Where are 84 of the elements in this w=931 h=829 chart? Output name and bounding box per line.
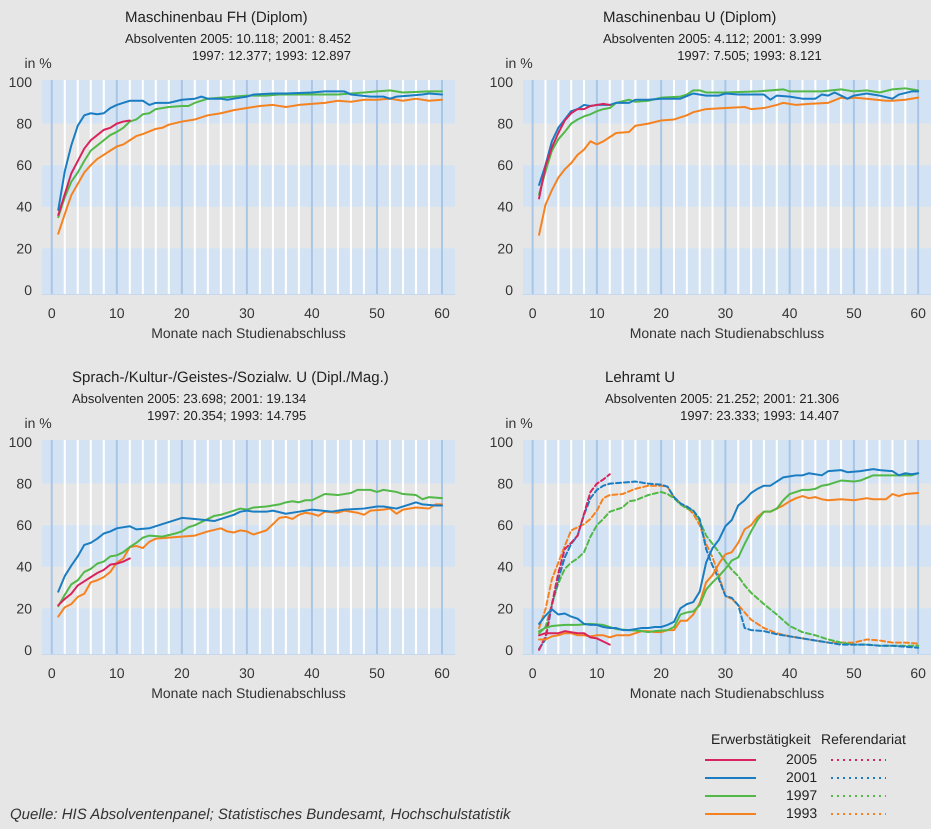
legend-title: Erwerbstätigkeit bbox=[711, 731, 811, 747]
y-tick-label: 80 bbox=[16, 476, 32, 492]
y-tick-label: 40 bbox=[497, 558, 514, 575]
x-tick-label: 60 bbox=[434, 665, 450, 681]
legend-label: 2005 bbox=[786, 751, 818, 767]
x-tick-label: 40 bbox=[782, 305, 798, 321]
x-tick-label: 0 bbox=[528, 305, 537, 321]
line-series bbox=[57, 557, 131, 606]
x-tick-label: 0 bbox=[48, 665, 56, 681]
x-axis-title: Monate nach Studienabschluss bbox=[630, 325, 824, 341]
x-axis-title: Monate nach Studienabschluss bbox=[151, 685, 346, 701]
y-tick-label: 100 bbox=[490, 434, 514, 450]
x-tick-label: 10 bbox=[109, 665, 125, 681]
legend-label: 1997 bbox=[786, 787, 818, 803]
chart-subtitle: Absolventen 2005: 23.698; 2001: 19.134 1997: 20.354; 1993: 14.795 bbox=[72, 391, 306, 423]
x-tick-label: 20 bbox=[174, 665, 190, 681]
x-tick-label: 20 bbox=[653, 665, 670, 681]
x-axis-title: Monate nach Studienabschluss bbox=[630, 685, 824, 701]
chart-title: Maschinenbau U (Diplom) bbox=[603, 9, 776, 26]
y-tick-label: 20 bbox=[16, 240, 32, 256]
y-tick-label: 80 bbox=[497, 476, 514, 492]
line-series bbox=[538, 473, 611, 651]
x-tick-label: 30 bbox=[239, 305, 255, 321]
y-tick-label: 40 bbox=[16, 558, 32, 575]
y-tick-label: 0 bbox=[24, 642, 32, 658]
chart-subtitle: Absolventen 2005: 10.118; 2001: 8.452 1997: 12.377; 1993: 12.897 bbox=[124, 31, 351, 63]
x-tick-label: 60 bbox=[910, 305, 926, 321]
y-tick-label: 40 bbox=[497, 198, 514, 215]
x-tick-label: 40 bbox=[304, 305, 320, 321]
x-tick-label: 40 bbox=[782, 665, 798, 681]
y-tick-label: 100 bbox=[8, 74, 32, 90]
x-tick-label: 60 bbox=[434, 305, 450, 321]
y-tick-label: 60 bbox=[497, 157, 514, 174]
x-tick-label: 50 bbox=[846, 665, 862, 681]
y-tick-label: 100 bbox=[490, 74, 514, 90]
y-tick-label: 80 bbox=[497, 116, 514, 132]
x-tick-label: 50 bbox=[846, 305, 862, 321]
x-axis-title: Monate nach Studienabschluss bbox=[151, 325, 346, 341]
x-tick-label: 10 bbox=[589, 305, 605, 321]
x-tick-label: 30 bbox=[718, 665, 734, 681]
line-series bbox=[57, 503, 443, 618]
x-tick-label: 0 bbox=[528, 665, 537, 681]
x-tick-label: 20 bbox=[653, 305, 670, 321]
y-axis-title: in % bbox=[24, 55, 52, 71]
line-series bbox=[57, 98, 443, 235]
y-tick-label: 0 bbox=[24, 282, 32, 298]
x-tick-label: 50 bbox=[369, 305, 385, 321]
chart-title: Maschinenbau FH (Diplom) bbox=[125, 9, 308, 26]
line-series bbox=[538, 96, 920, 236]
chart-subtitle: Absolventen 2005: 4.112; 2001: 3.999 1997: 7.505; 1993: 8.121 bbox=[602, 31, 822, 63]
x-tick-label: 30 bbox=[239, 665, 255, 681]
legend-label: 1993 bbox=[786, 805, 818, 821]
y-axis-title: in % bbox=[505, 415, 533, 431]
line-series bbox=[538, 102, 611, 200]
y-tick-label: 20 bbox=[16, 600, 32, 616]
x-tick-label: 10 bbox=[589, 665, 605, 681]
x-tick-label: 50 bbox=[369, 665, 385, 681]
y-tick-label: 80 bbox=[16, 116, 32, 132]
y-tick-label: 60 bbox=[16, 517, 32, 534]
x-tick-label: 0 bbox=[48, 305, 56, 321]
line-series bbox=[57, 488, 443, 608]
x-tick-label: 10 bbox=[109, 305, 125, 321]
chart-subtitle: Absolventen 2005: 21.252; 2001: 21.306 1997: 23.333; 1993: 14.407 bbox=[604, 391, 840, 423]
y-tick-label: 60 bbox=[16, 157, 32, 174]
y-tick-label: 60 bbox=[497, 517, 514, 534]
source-note: Quelle: HIS Absolventenpanel; Statistisches Bundesamt, Hochschulstatistik bbox=[10, 806, 512, 823]
y-tick-label: 20 bbox=[497, 240, 514, 256]
y-tick-label: 100 bbox=[8, 434, 32, 450]
x-tick-label: 30 bbox=[718, 305, 734, 321]
chart-title: Sprach-/Kultur-/Geistes-/Sozialw. U (Dipl./Mag.) bbox=[72, 369, 389, 386]
x-tick-label: 20 bbox=[174, 305, 190, 321]
x-tick-label: 40 bbox=[304, 665, 320, 681]
y-tick-label: 0 bbox=[505, 282, 514, 298]
line-series bbox=[57, 501, 443, 593]
text: Referendariat bbox=[821, 731, 906, 747]
y-tick-label: 0 bbox=[505, 642, 514, 658]
chart-title: Lehramt U bbox=[605, 369, 676, 386]
y-axis-title: in % bbox=[505, 55, 533, 71]
x-tick-label: 60 bbox=[910, 665, 926, 681]
y-axis-title: in % bbox=[24, 415, 52, 431]
y-tick-label: 40 bbox=[16, 198, 32, 215]
y-tick-label: 20 bbox=[497, 600, 514, 616]
line-series bbox=[57, 120, 131, 216]
legend-label: 2001 bbox=[786, 769, 818, 785]
